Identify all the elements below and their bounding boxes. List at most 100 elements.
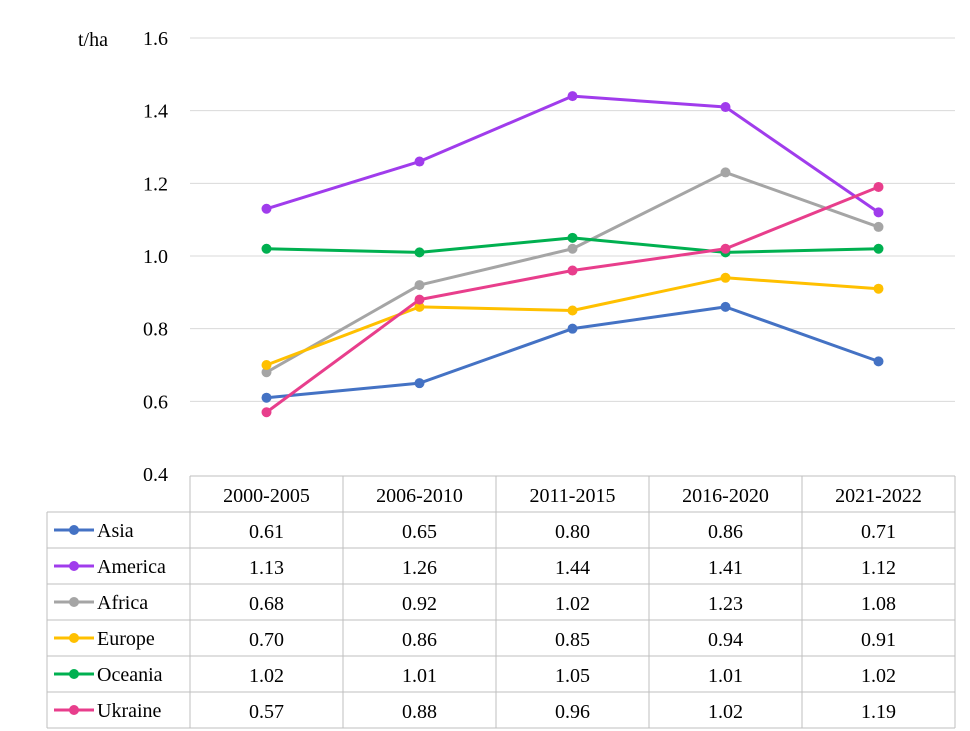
data-point bbox=[261, 360, 272, 370]
gridlines bbox=[190, 37, 955, 402]
series-ukraine bbox=[261, 181, 884, 418]
table-value: 0.88 bbox=[402, 701, 437, 723]
table-value: 0.92 bbox=[402, 593, 437, 615]
series-asia bbox=[261, 301, 884, 403]
table-value: 0.65 bbox=[402, 521, 437, 543]
table-value: 0.96 bbox=[555, 701, 590, 723]
category-label: 2016-2020 bbox=[682, 485, 769, 507]
table-value: 1.02 bbox=[861, 665, 896, 687]
table-value: 1.01 bbox=[708, 665, 743, 687]
legend-series-name: Oceania bbox=[97, 664, 163, 686]
legend-marker bbox=[69, 525, 79, 535]
legend-series-name: Ukraine bbox=[97, 700, 162, 722]
legend-series-name: America bbox=[97, 556, 166, 578]
table-value: 1.12 bbox=[861, 557, 896, 579]
table-value: 1.02 bbox=[555, 593, 590, 615]
series-africa bbox=[261, 167, 884, 378]
legend-series-name: Asia bbox=[97, 520, 134, 542]
table-value: 0.70 bbox=[249, 629, 284, 651]
table-value: 1.13 bbox=[249, 557, 284, 579]
y-tick-label: 1.6 bbox=[143, 28, 168, 50]
data-point bbox=[720, 102, 731, 113]
data-point bbox=[720, 167, 731, 178]
y-axis-ticks: 0.4 0.6 0.8 1.0 1.2 1.4 1.6 bbox=[143, 28, 168, 486]
data-point bbox=[873, 283, 884, 294]
table-value: 0.85 bbox=[555, 629, 590, 651]
data-point bbox=[261, 203, 272, 214]
data-point bbox=[720, 272, 731, 283]
table-row: America 1.13 1.26 1.44 1.41 1.12 bbox=[54, 556, 896, 579]
y-tick-label: 1.2 bbox=[143, 173, 168, 195]
legend-marker bbox=[69, 669, 79, 679]
y-tick-label: 1.4 bbox=[143, 101, 168, 123]
data-point bbox=[261, 243, 272, 254]
data-point bbox=[414, 156, 425, 167]
legend-marker bbox=[69, 705, 79, 715]
data-point bbox=[873, 221, 884, 232]
data-point bbox=[873, 356, 884, 367]
data-point bbox=[414, 294, 425, 305]
table-value: 0.61 bbox=[249, 521, 284, 543]
table-value: 0.86 bbox=[708, 521, 743, 543]
series-europe bbox=[261, 272, 884, 370]
table-value: 0.86 bbox=[402, 629, 437, 651]
data-point bbox=[567, 91, 578, 102]
data-point bbox=[414, 301, 425, 312]
series-lines bbox=[261, 91, 884, 418]
table-row: Europe 0.70 0.86 0.85 0.94 0.91 bbox=[54, 628, 896, 651]
table-value: 1.02 bbox=[249, 665, 284, 687]
legend-marker bbox=[69, 561, 79, 571]
table-value: 1.44 bbox=[555, 557, 590, 579]
data-point bbox=[873, 207, 884, 218]
legend-series-name: Europe bbox=[97, 628, 155, 650]
table-value: 0.94 bbox=[708, 629, 743, 651]
legend-marker bbox=[69, 633, 79, 643]
table-row: Asia 0.61 0.65 0.80 0.86 0.71 bbox=[54, 520, 896, 543]
data-point bbox=[873, 181, 884, 192]
y-axis-unit-label: t/ha bbox=[78, 29, 108, 51]
data-point bbox=[567, 232, 578, 243]
data-point bbox=[414, 247, 425, 258]
table-value: 1.02 bbox=[708, 701, 743, 723]
data-point bbox=[414, 280, 425, 291]
table-row: Oceania 1.02 1.01 1.05 1.01 1.02 bbox=[54, 664, 896, 687]
table-value: 1.23 bbox=[708, 593, 743, 615]
data-point bbox=[720, 243, 731, 254]
category-label: 2006-2010 bbox=[376, 485, 463, 507]
table-value: 0.80 bbox=[555, 521, 590, 543]
series-line bbox=[265, 185, 880, 414]
data-point bbox=[873, 243, 884, 254]
y-tick-label: 0.4 bbox=[143, 464, 168, 486]
data-point bbox=[567, 323, 578, 334]
data-point bbox=[567, 243, 578, 254]
y-tick-label: 0.8 bbox=[143, 319, 168, 341]
data-table: 2000-2005 2006-2010 2011-2015 2016-2020 2021… bbox=[46, 475, 956, 729]
legend-marker bbox=[69, 597, 79, 607]
table-value: 1.26 bbox=[402, 557, 437, 579]
category-label: 2000-2005 bbox=[223, 485, 310, 507]
table-value: 1.01 bbox=[402, 665, 437, 687]
table-value: 1.08 bbox=[861, 593, 896, 615]
data-point bbox=[567, 305, 578, 316]
data-point bbox=[261, 407, 272, 418]
table-value: 0.57 bbox=[249, 701, 284, 723]
data-point bbox=[567, 265, 578, 276]
legend-series-name: Africa bbox=[97, 592, 148, 614]
data-point bbox=[261, 367, 272, 378]
table-value: 1.05 bbox=[555, 665, 590, 687]
data-point bbox=[720, 301, 731, 312]
table-value: 0.71 bbox=[861, 521, 896, 543]
y-tick-label: 0.6 bbox=[143, 391, 168, 413]
series-america bbox=[261, 91, 884, 218]
table-row: Ukraine 0.57 0.88 0.96 1.02 1.19 bbox=[54, 700, 896, 723]
category-label: 2021-2022 bbox=[835, 485, 922, 507]
data-point bbox=[414, 378, 425, 389]
table-value: 1.19 bbox=[861, 701, 896, 723]
table-value: 0.68 bbox=[249, 593, 284, 615]
table-row: Africa 0.68 0.92 1.02 1.23 1.08 bbox=[54, 592, 896, 615]
data-point bbox=[261, 392, 272, 403]
category-label: 2011-2015 bbox=[530, 485, 616, 507]
table-value: 1.41 bbox=[708, 557, 743, 579]
y-tick-label: 1.0 bbox=[143, 246, 168, 268]
